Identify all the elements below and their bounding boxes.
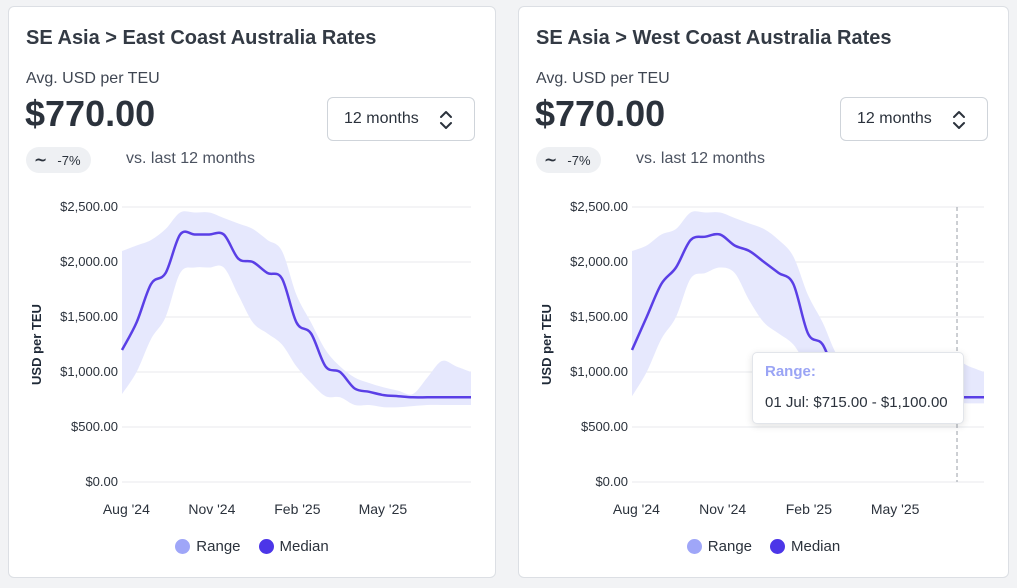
legend-label: Range bbox=[196, 538, 241, 555]
x-tick-label: Feb '25 bbox=[274, 501, 320, 517]
range-dot-icon bbox=[686, 539, 702, 554]
card-title: SE Asia > East Coast Australia Rates bbox=[26, 27, 377, 49]
median-dot-icon bbox=[770, 539, 785, 554]
chart-card-west-coast: SE Asia > West Coast Australia Rates Avg… bbox=[518, 6, 1009, 578]
y-tick-label: $0.00 bbox=[85, 474, 118, 489]
chart-tooltip: Range: 01 Jul: $715.00 - $1,100.00 bbox=[752, 352, 964, 424]
range-band bbox=[632, 211, 984, 407]
x-tick-label: Nov '24 bbox=[699, 501, 746, 517]
tooltip-title: Range: bbox=[765, 363, 816, 380]
legend-item-median[interactable]: Median bbox=[258, 538, 329, 555]
y-tick-label: $1,000.00 bbox=[570, 364, 628, 379]
y-axis-label: USD per TEU bbox=[539, 304, 554, 385]
average-price: $770.00 bbox=[25, 93, 156, 134]
tooltip-body: 01 Jul: $715.00 - $1,100.00 bbox=[765, 394, 948, 411]
change-value: -7% bbox=[567, 152, 591, 168]
chart-legend: Range Median bbox=[9, 538, 495, 555]
rates-chart[interactable]: $0.00 $500.00 $1,000.00 $1,500.00 $2,000.00 $… bbox=[519, 182, 1010, 532]
period-select[interactable]: 12 months bbox=[327, 97, 475, 141]
x-tick-label: Aug '24 bbox=[613, 501, 660, 517]
legend-label: Median bbox=[279, 538, 329, 555]
x-tick-label: Nov '24 bbox=[188, 501, 235, 517]
x-tick-label: May '25 bbox=[871, 501, 920, 517]
legend-label: Range bbox=[707, 538, 752, 555]
range-band bbox=[122, 211, 471, 408]
legend-item-range[interactable]: Range bbox=[175, 538, 241, 555]
period-select-value: 12 months bbox=[857, 110, 932, 127]
chart-card-east-coast: SE Asia > East Coast Australia Rates Avg… bbox=[8, 6, 496, 578]
change-value: -7% bbox=[57, 152, 81, 168]
card-subtitle: Avg. USD per TEU bbox=[536, 70, 670, 87]
rates-chart[interactable]: $0.00 $500.00 $1,000.00 $1,500.00 $2,000.00 $… bbox=[9, 182, 497, 532]
median-line bbox=[120, 230, 471, 399]
x-tick-label: Aug '24 bbox=[103, 501, 150, 517]
average-price: $770.00 bbox=[535, 93, 666, 134]
y-tick-label: $500.00 bbox=[581, 419, 628, 434]
chevron-up-down-icon bbox=[953, 111, 965, 129]
y-tick-label: $2,000.00 bbox=[60, 254, 118, 269]
period-select-value: 12 months bbox=[344, 110, 419, 127]
legend-label: Median bbox=[791, 538, 841, 555]
y-tick-label: $1,500.00 bbox=[60, 309, 118, 324]
y-axis-label: USD per TEU bbox=[29, 304, 44, 385]
tilde-icon: ∼ bbox=[544, 152, 558, 169]
y-tick-label: $0.00 bbox=[595, 474, 628, 489]
y-tick-label: $2,500.00 bbox=[570, 199, 628, 214]
range-dot-icon bbox=[175, 539, 191, 554]
chart-legend: Range Median bbox=[519, 538, 1008, 555]
legend-item-median[interactable]: Median bbox=[770, 538, 840, 555]
card-title: SE Asia > West Coast Australia Rates bbox=[536, 27, 892, 49]
x-tick-label: May '25 bbox=[359, 501, 408, 517]
tilde-icon: ∼ bbox=[34, 152, 48, 169]
x-tick-label: Feb '25 bbox=[786, 501, 832, 517]
y-tick-label: $2,000.00 bbox=[570, 254, 628, 269]
comparison-text: vs. last 12 months bbox=[126, 150, 255, 167]
change-badge: ∼ -7% bbox=[26, 147, 91, 173]
median-dot-icon bbox=[258, 539, 274, 554]
y-tick-label: $2,500.00 bbox=[60, 199, 118, 214]
y-tick-label: $500.00 bbox=[71, 419, 118, 434]
comparison-text: vs. last 12 months bbox=[636, 150, 765, 167]
chevron-up-down-icon bbox=[440, 111, 452, 129]
legend-item-range[interactable]: Range bbox=[686, 538, 752, 555]
y-tick-label: $1,000.00 bbox=[60, 364, 118, 379]
period-select[interactable]: 12 months bbox=[840, 97, 988, 141]
change-badge: ∼ -7% bbox=[536, 147, 601, 173]
y-tick-label: $1,500.00 bbox=[570, 309, 628, 324]
card-subtitle: Avg. USD per TEU bbox=[26, 70, 160, 87]
